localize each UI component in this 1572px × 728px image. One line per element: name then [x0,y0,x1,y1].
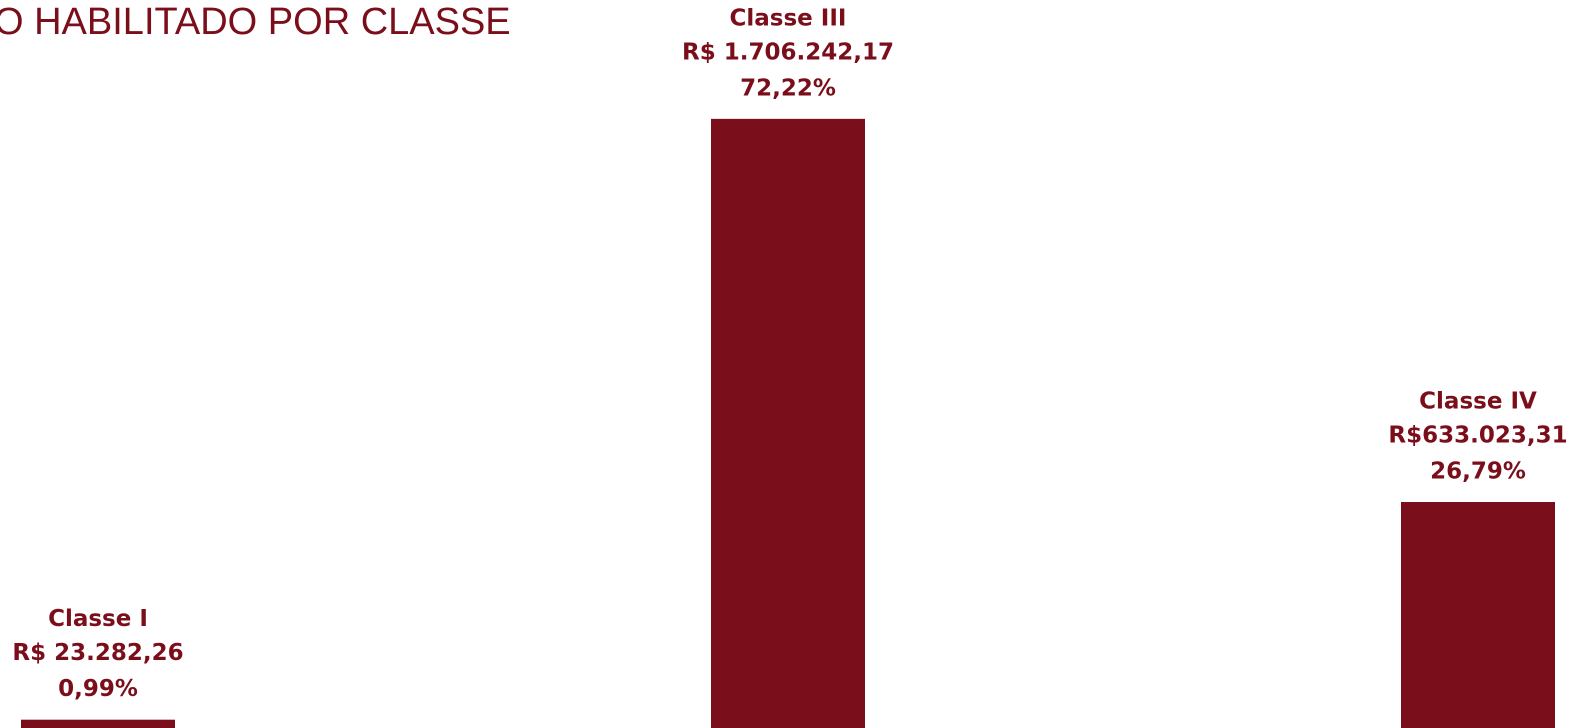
bar [21,719,175,728]
value-label: R$633.023,31 [1388,423,1567,449]
chart-title: O HABILITADO POR CLASSE [0,1,511,43]
category-label: Classe IV [1419,389,1537,415]
bar [1401,502,1555,728]
value-label: R$ 1.706.242,17 [682,39,894,65]
bar [711,118,865,728]
category-label: Classe III [730,5,847,31]
percent-label: 72,22% [740,75,836,101]
percent-label: 0,99% [58,676,138,702]
category-label: Classe I [48,606,148,632]
value-label: R$ 23.282,26 [12,640,183,666]
percent-label: 26,79% [1430,459,1526,485]
